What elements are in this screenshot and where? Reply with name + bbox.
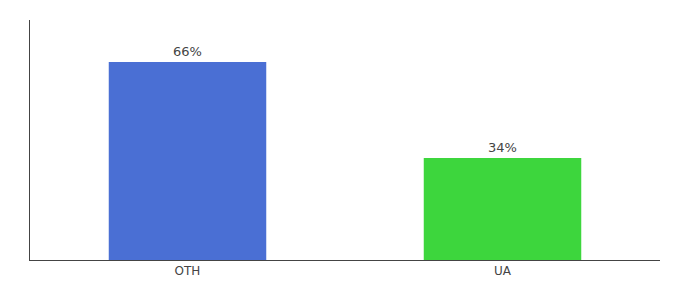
svg-text:34%: 34% [488,140,517,155]
svg-text:UA: UA [494,264,512,278]
svg-text:66%: 66% [173,44,202,59]
svg-text:OTH: OTH [175,264,201,278]
